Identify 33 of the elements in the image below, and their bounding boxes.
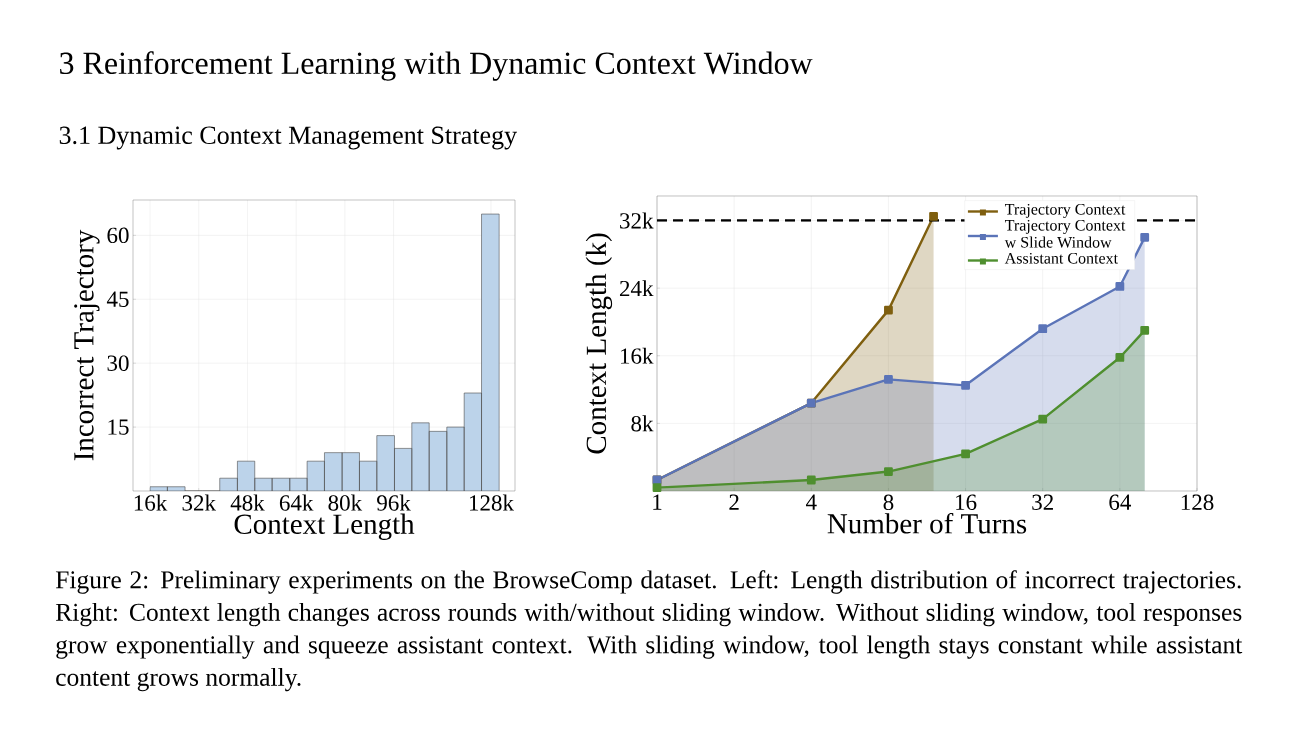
- x-tick-label: 48k: [230, 494, 265, 511]
- y-tick-label: 24k: [619, 280, 654, 297]
- y-tick-label: 32k: [620, 212, 654, 229]
- chart-title: 3 Reinforcement Learning with Dynamic Context Window: [60, 51, 813, 81]
- x-tick-label: 16: [956, 494, 977, 510]
- y-tick-label: 45: [106, 291, 129, 307]
- y-axis-title: Incorrect Trajectory: [74, 229, 100, 461]
- legend-label: Trajectory Context: [1005, 203, 1126, 218]
- chart-subtitle: 3.1 Dynamic Context Management Strategy: [59, 126, 518, 150]
- y-tick-label: 16k: [621, 347, 654, 364]
- x-tick-label: 64k: [279, 494, 314, 511]
- y-axis-title: Context Length (k): [585, 233, 613, 454]
- x-tick-label: 32: [1032, 494, 1053, 510]
- y-tick-label: 60: [107, 227, 129, 244]
- x-tick-label: 2: [729, 494, 739, 510]
- y-tick-label: 15: [108, 419, 129, 435]
- x-tick-label: 8: [883, 494, 894, 511]
- x-axis-title: Context Length: [234, 513, 415, 540]
- y-tick-label: 8k: [631, 415, 654, 432]
- x-tick-label: 16k: [134, 494, 168, 511]
- y-tick-label: 30: [107, 355, 129, 371]
- x-tick-label: 128k: [469, 494, 514, 511]
- x-tick-label: 96k: [377, 494, 411, 511]
- legend-label: Trajectory Context w Slide Window: [1004, 219, 1126, 248]
- legend-label: Assistant Context: [1004, 252, 1118, 264]
- x-tick-label: 64: [1109, 494, 1132, 510]
- x-tick-label: 128: [1181, 494, 1214, 511]
- x-tick-label: 32k: [182, 494, 217, 511]
- x-tick-label: 4: [806, 494, 817, 510]
- x-axis-title: Number of Turns: [827, 512, 1027, 534]
- caption: Figure 2: Preliminary experiments on the BrowseComp dataset. Left: Length distribution of incorrect trajectories. Right: Context length changes across rounds with/without sliding window. Without sliding window, tool responses grow exponentially and squeeze assistant context. With sliding window, tool length stays constant while assistant content grows normally.: [55, 570, 1243, 692]
- x-tick-label: 1: [653, 494, 662, 510]
- x-tick-label: 80k: [328, 494, 363, 511]
